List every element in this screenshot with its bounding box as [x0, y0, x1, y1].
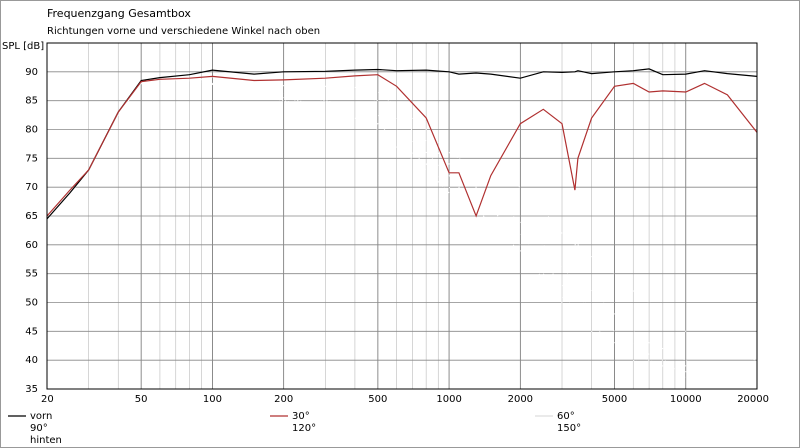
y-axis-label: SPL [dB] [2, 41, 44, 52]
y-tick-label: 70 [25, 182, 38, 193]
x-tick-label: 50 [135, 394, 148, 405]
series-line [46, 79, 758, 384]
x-tick-label: 500 [368, 394, 387, 405]
y-tick-label: 85 [25, 96, 38, 107]
legend-label: hinten [30, 435, 62, 446]
x-tick-label: 200 [274, 394, 293, 405]
legend-label: 60° [557, 411, 575, 422]
series-line [46, 74, 758, 218]
legend-label: 90° [30, 423, 48, 434]
legend-label: vorn [30, 411, 52, 422]
legend-label: 120° [292, 423, 316, 434]
x-tick-label: 5000 [602, 394, 627, 405]
y-tick-label: 45 [25, 326, 38, 337]
y-tick-label: 35 [25, 384, 38, 395]
chart-subtitle: Richtungen vorne und verschiedene Winkel… [47, 26, 320, 37]
y-tick-label: 80 [25, 125, 38, 136]
chart-title: Frequenzgang Gesamtbox [47, 7, 191, 20]
y-tick-label: 55 [25, 269, 38, 280]
x-tick-label: 100 [203, 394, 222, 405]
legend-label: 150° [557, 423, 581, 434]
y-tick-label: 40 [25, 355, 38, 366]
legend-label: 30° [292, 411, 310, 422]
x-tick-label: 20 [41, 394, 54, 405]
x-tick-label: 20000 [737, 394, 769, 405]
y-tick-label: 90 [25, 67, 38, 78]
series-line [46, 77, 758, 361]
plot-border [46, 42, 758, 390]
y-tick-label: 50 [25, 298, 38, 309]
series-line [46, 80, 757, 384]
y-tick-label: 75 [25, 153, 38, 164]
x-tick-label: 10000 [670, 394, 702, 405]
series-line [46, 68, 758, 220]
series-line [46, 78, 758, 384]
x-tick-label: 1000 [436, 394, 461, 405]
x-tick-label: 2000 [508, 394, 533, 405]
plot [46, 68, 758, 387]
y-tick-label: 65 [25, 211, 38, 222]
y-tick-label: 60 [25, 240, 38, 251]
